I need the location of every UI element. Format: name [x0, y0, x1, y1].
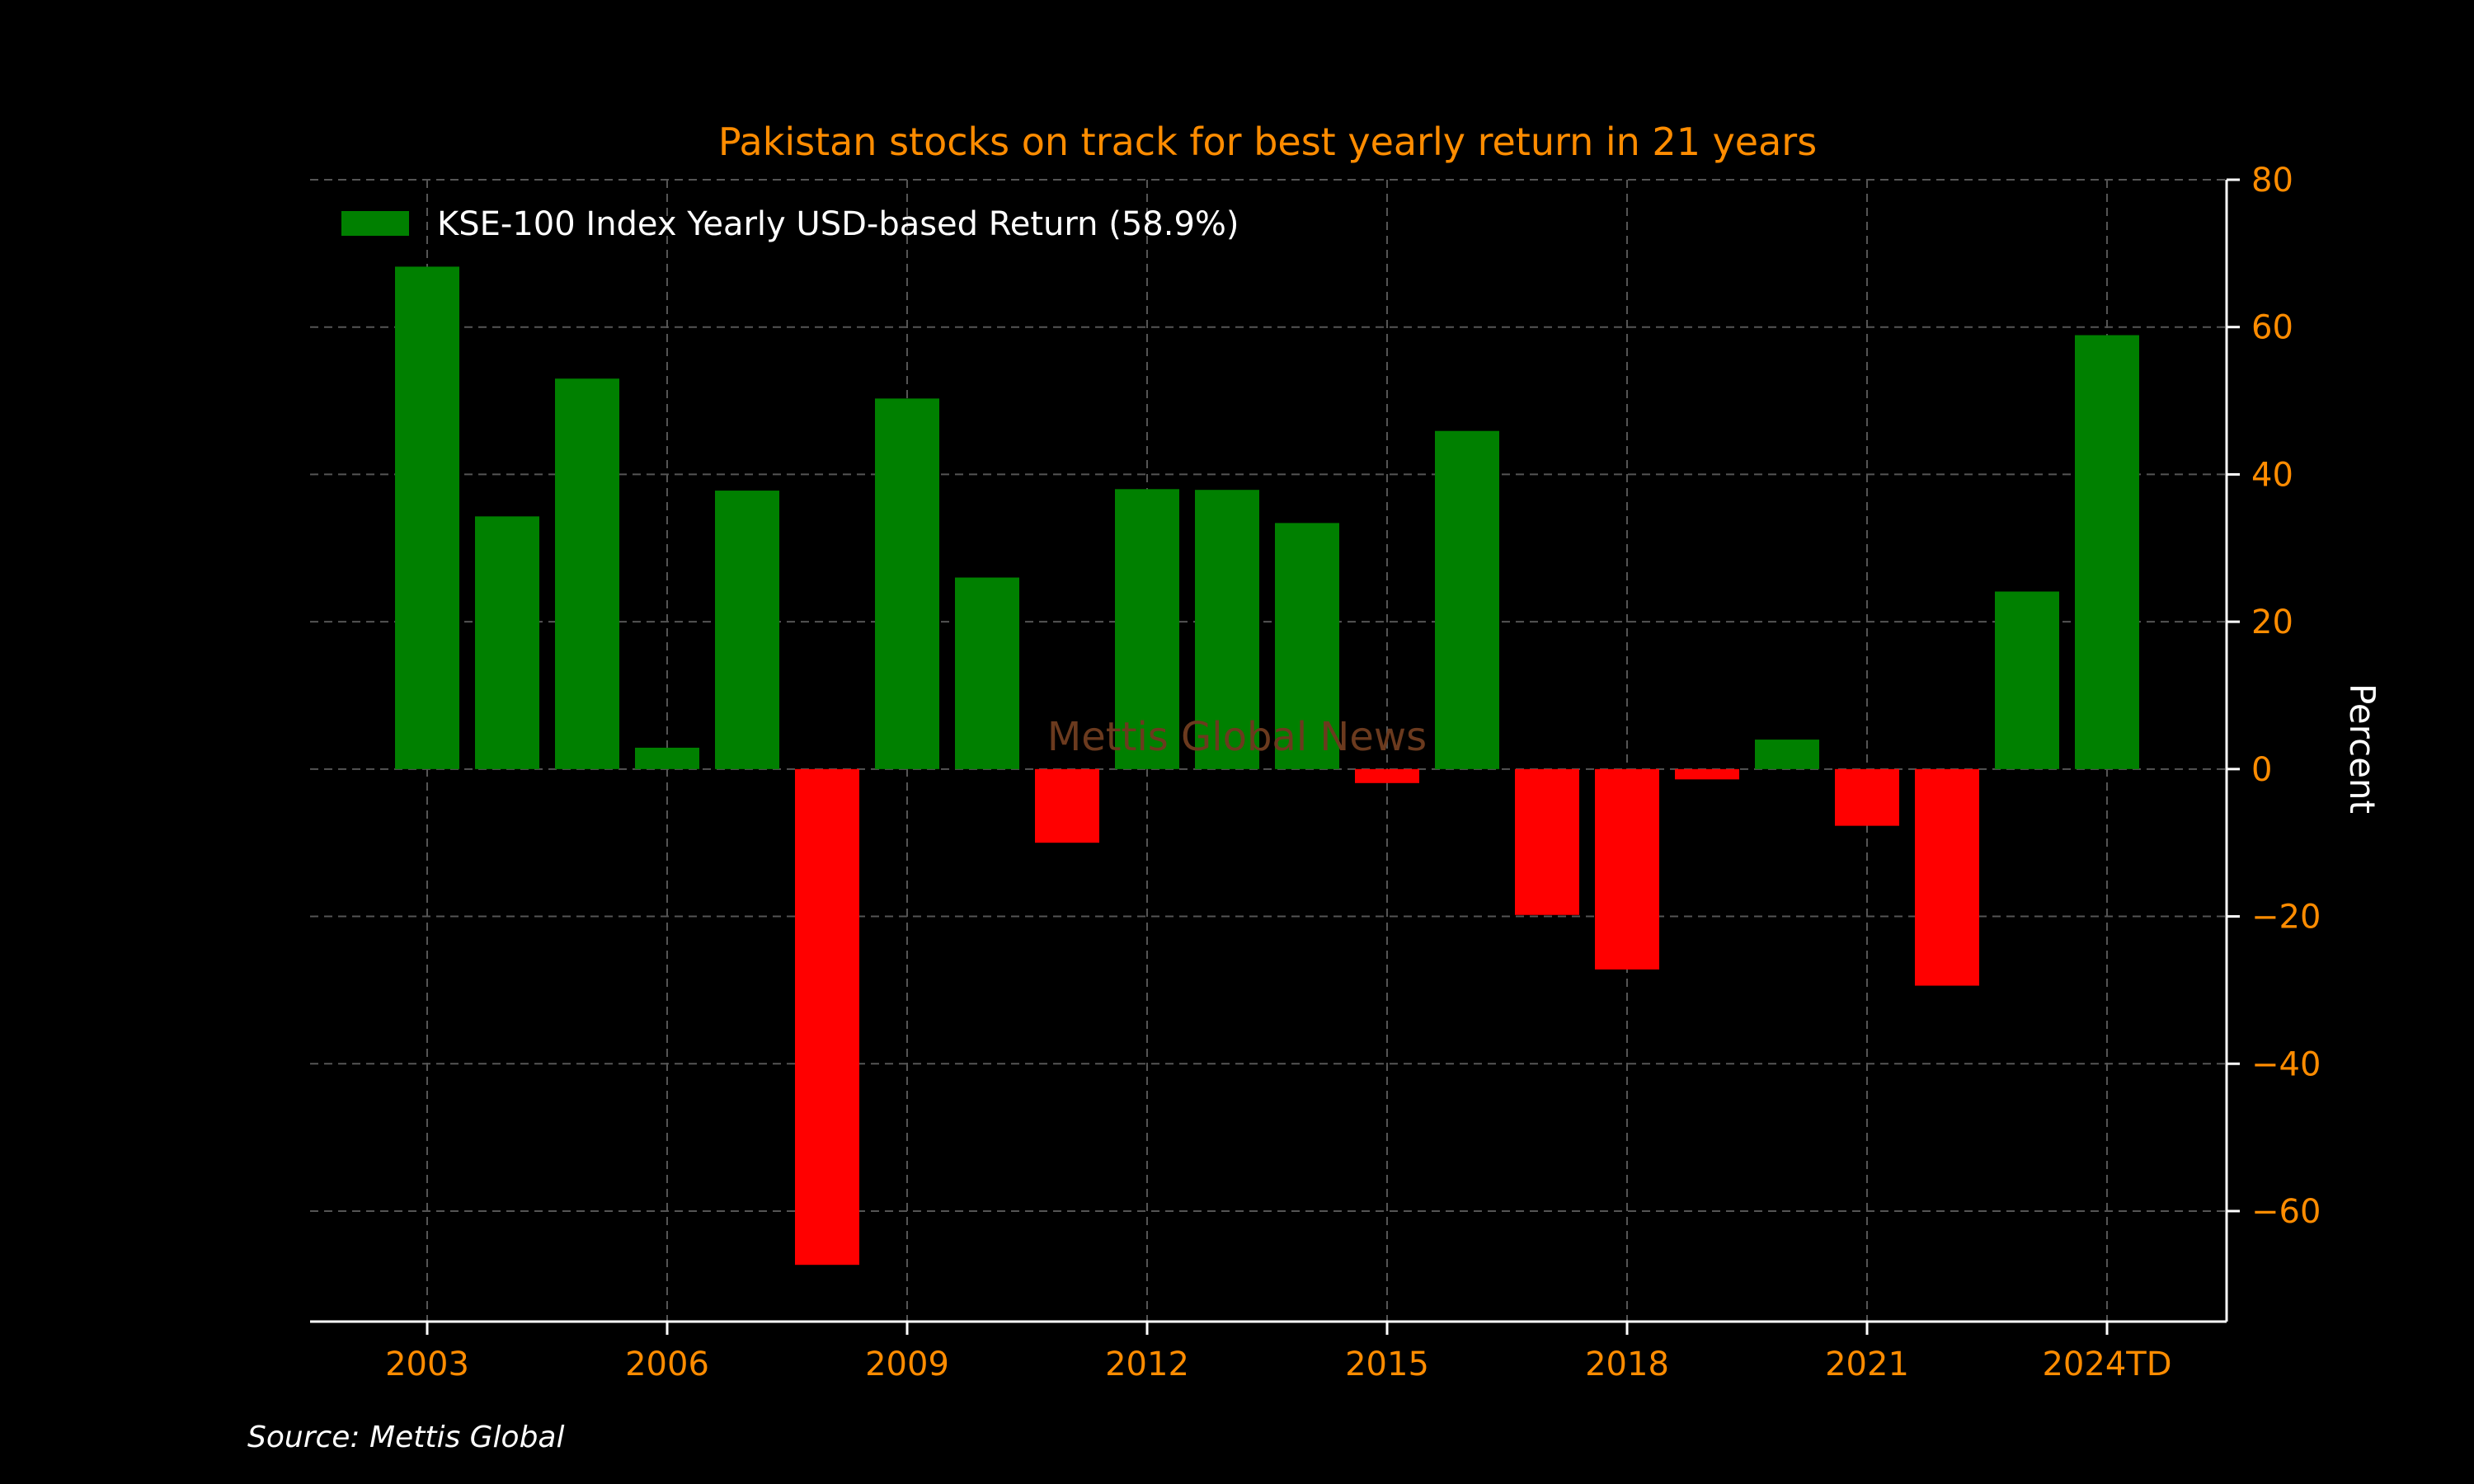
y-tick-label: −60 — [2251, 1193, 2321, 1231]
bar-2004 — [475, 516, 539, 769]
bar-2011 — [1035, 768, 1099, 843]
x-tick-label: 2024TD — [2042, 1345, 2171, 1383]
legend-label: KSE-100 Index Yearly USD-based Return (5… — [437, 205, 1239, 243]
bars — [395, 266, 2139, 1266]
bar-2021 — [1835, 768, 1899, 826]
bar-2012 — [1115, 489, 1179, 769]
legend-swatch — [341, 211, 409, 236]
bar-2003 — [395, 266, 459, 769]
x-tick-label: 2018 — [1585, 1345, 1669, 1383]
x-tick-label: 2015 — [1345, 1345, 1429, 1383]
grid-lines — [310, 179, 2227, 1322]
bar-2007 — [715, 491, 779, 769]
y-tick-label: 80 — [2251, 162, 2293, 200]
bar-2018 — [1595, 768, 1659, 970]
bar-2023 — [1995, 591, 2059, 769]
bar-2009 — [875, 398, 939, 769]
bar-2010 — [955, 577, 1019, 769]
watermark: Mettis Global News — [1047, 714, 1427, 760]
x-tick-label: 2003 — [385, 1345, 469, 1383]
x-tick-label: 2012 — [1105, 1345, 1189, 1383]
bar-2015 — [1355, 768, 1419, 783]
bar-2013 — [1195, 490, 1259, 769]
y-tick-labels: 80 60 40 20 0 −20 −40 −60 — [2251, 162, 2321, 1231]
x-tick-label: 2009 — [865, 1345, 949, 1383]
bar-2019 — [1675, 768, 1739, 780]
bar-2006 — [635, 747, 699, 769]
bar-2014 — [1275, 523, 1339, 769]
bar-2024TD — [2075, 335, 2139, 769]
y-tick-label: 0 — [2251, 751, 2272, 789]
bar-2017 — [1515, 768, 1579, 915]
y-tick-label: 20 — [2251, 603, 2293, 641]
x-tick-label: 2021 — [1825, 1345, 1909, 1383]
legend: KSE-100 Index Yearly USD-based Return (5… — [341, 205, 1239, 243]
source-note: Source: Mettis Global — [247, 1421, 565, 1454]
y-tick-label: −40 — [2251, 1045, 2321, 1083]
y-tick-label: −20 — [2251, 899, 2321, 937]
bar-2016 — [1435, 430, 1499, 769]
x-tick-label: 2006 — [625, 1345, 709, 1383]
y-axis-label: Percent — [2342, 683, 2382, 814]
axes — [310, 178, 2240, 1335]
y-tick-label: 60 — [2251, 309, 2293, 347]
chart-title: Pakistan stocks on track for best yearly… — [718, 120, 1817, 164]
bar-2020 — [1755, 740, 1819, 769]
y-tick-label: 40 — [2251, 456, 2293, 494]
bar-2005 — [555, 378, 619, 769]
bar-2008 — [795, 768, 859, 1266]
x-tick-labels: 2003 2006 2009 2012 2015 2018 2021 2024TD — [385, 1345, 2171, 1383]
bar-2022 — [1915, 768, 1979, 986]
